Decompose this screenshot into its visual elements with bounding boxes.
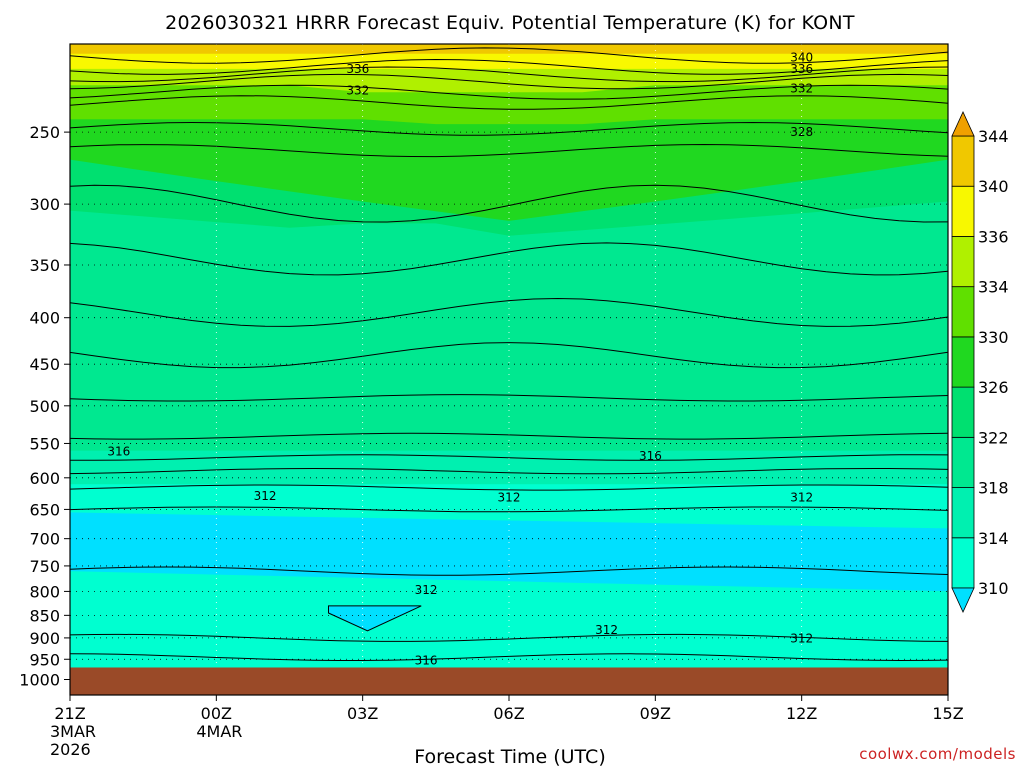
x-tick-label: 06Z xyxy=(493,704,524,723)
contour-label: 332 xyxy=(790,82,813,96)
contour-label: 336 xyxy=(346,62,369,76)
contour-label: 312 xyxy=(498,491,521,505)
y-tick-label: 500 xyxy=(29,397,60,416)
colorbar-segment xyxy=(951,185,975,237)
y-tick-label: 1000 xyxy=(19,671,60,690)
colorbar-extend-high xyxy=(951,111,975,137)
y-tick-label: 750 xyxy=(29,557,60,576)
contour-label: 312 xyxy=(254,489,277,503)
contour-line xyxy=(69,58,949,75)
y-tick-label: 950 xyxy=(29,650,60,669)
colorbar-tick-label: 314 xyxy=(978,529,1009,548)
x-tick-label: 21Z xyxy=(54,704,85,723)
colorbar-tick-label: 326 xyxy=(978,378,1009,397)
x-tick-sublabel: 4MAR xyxy=(196,722,242,741)
x-tick-label: 15Z xyxy=(932,704,963,723)
colorbar-segment xyxy=(951,286,975,338)
colorbar-tick-label: 318 xyxy=(978,479,1009,498)
contour-line xyxy=(69,242,949,276)
surface-block xyxy=(70,667,948,695)
contour-label: 312 xyxy=(790,631,813,645)
y-tick-label: 400 xyxy=(29,309,60,328)
colorbar-segment xyxy=(951,236,975,288)
plot-grid xyxy=(69,44,949,668)
contour-line xyxy=(69,653,949,662)
colorbar-segment xyxy=(951,537,975,589)
contour-line xyxy=(69,84,949,100)
y-tick-label: 250 xyxy=(29,123,60,142)
colorbar-segment xyxy=(951,487,975,539)
y-tick-label: 800 xyxy=(29,582,60,601)
colorbar-tick-label: 330 xyxy=(978,328,1009,347)
contour-line xyxy=(69,184,949,223)
contour-label: 328 xyxy=(790,125,813,139)
contour-label: 316 xyxy=(415,654,438,668)
colorbar-segment xyxy=(951,135,975,187)
fill-band-344 xyxy=(70,44,948,54)
contour-line xyxy=(69,506,949,513)
contour-line xyxy=(69,66,949,83)
y-tick-label: 550 xyxy=(29,434,60,453)
contour-line xyxy=(70,454,949,461)
colorbar-tick-label: 310 xyxy=(978,579,1009,598)
contour-label: 312 xyxy=(790,491,813,505)
colorbar-tick-label: 334 xyxy=(978,278,1009,297)
y-tick-label: 350 xyxy=(29,256,60,275)
colorbar-tick-label: 322 xyxy=(978,428,1009,447)
contour-line xyxy=(69,394,949,402)
colorbar-segment xyxy=(951,436,975,488)
x-tick-label: 12Z xyxy=(786,704,817,723)
y-tick-label: 650 xyxy=(29,500,60,519)
contour-lines xyxy=(69,47,949,662)
contour-line xyxy=(69,297,949,327)
contour-label: 340 xyxy=(790,51,813,65)
x-tick-sublabel: 2026 xyxy=(50,740,91,759)
x-tick-sublabel: 3MAR xyxy=(50,722,96,741)
credit-label: coolwx.com/models xyxy=(859,745,1016,763)
y-tick-label: 850 xyxy=(29,606,60,625)
contour-label: 316 xyxy=(107,444,130,458)
colorbar: 310 314 318 322 326 330 334 336 340 344 xyxy=(951,111,1009,613)
fill-band-310 xyxy=(70,512,948,592)
x-axis-label: Forecast Time (UTC) xyxy=(414,746,605,768)
contour-line xyxy=(69,633,949,642)
contour-label: 332 xyxy=(346,84,369,98)
fill-pocket-310 xyxy=(328,605,422,632)
contour-line xyxy=(69,73,949,90)
contour-line xyxy=(69,121,949,136)
colorbar-tick-label: 340 xyxy=(978,177,1009,196)
contour-line xyxy=(69,566,949,576)
x-tick-label: 09Z xyxy=(640,704,671,723)
y-tick-label: 700 xyxy=(29,530,60,549)
contour-line xyxy=(69,342,949,369)
colorbar-tick-label: 336 xyxy=(978,227,1009,246)
colorbar-tick-label: 344 xyxy=(978,127,1009,146)
y-tick-label: 600 xyxy=(29,469,60,488)
contour-label: 316 xyxy=(639,449,662,463)
contour-label: 312 xyxy=(415,583,438,597)
x-tick-label: 00Z xyxy=(201,704,232,723)
y-tick-label: 300 xyxy=(29,195,60,214)
colorbar-segment xyxy=(951,386,975,438)
contour-line xyxy=(69,143,949,158)
colorbar-extend-low xyxy=(951,587,975,613)
contour-line xyxy=(69,484,949,491)
colorbar-segment xyxy=(951,336,975,388)
plot-fill-bands xyxy=(70,44,948,695)
plot-axes: 250 300 350 400 450 500 550 600 650 700 750 800 850 9… xyxy=(19,43,964,759)
y-tick-label: 900 xyxy=(29,629,60,648)
surface-terrain xyxy=(70,667,948,695)
contour-line xyxy=(69,432,949,440)
contour-line xyxy=(69,47,949,64)
contour-line xyxy=(69,467,949,475)
x-tick-label: 03Z xyxy=(347,704,378,723)
contour-label: 312 xyxy=(595,623,618,637)
y-tick-label: 450 xyxy=(29,355,60,374)
chart-title: 2026030321 HRRR Forecast Equiv. Potentia… xyxy=(165,12,855,34)
contour-line xyxy=(69,95,949,110)
contour-label: 336 xyxy=(790,62,813,76)
